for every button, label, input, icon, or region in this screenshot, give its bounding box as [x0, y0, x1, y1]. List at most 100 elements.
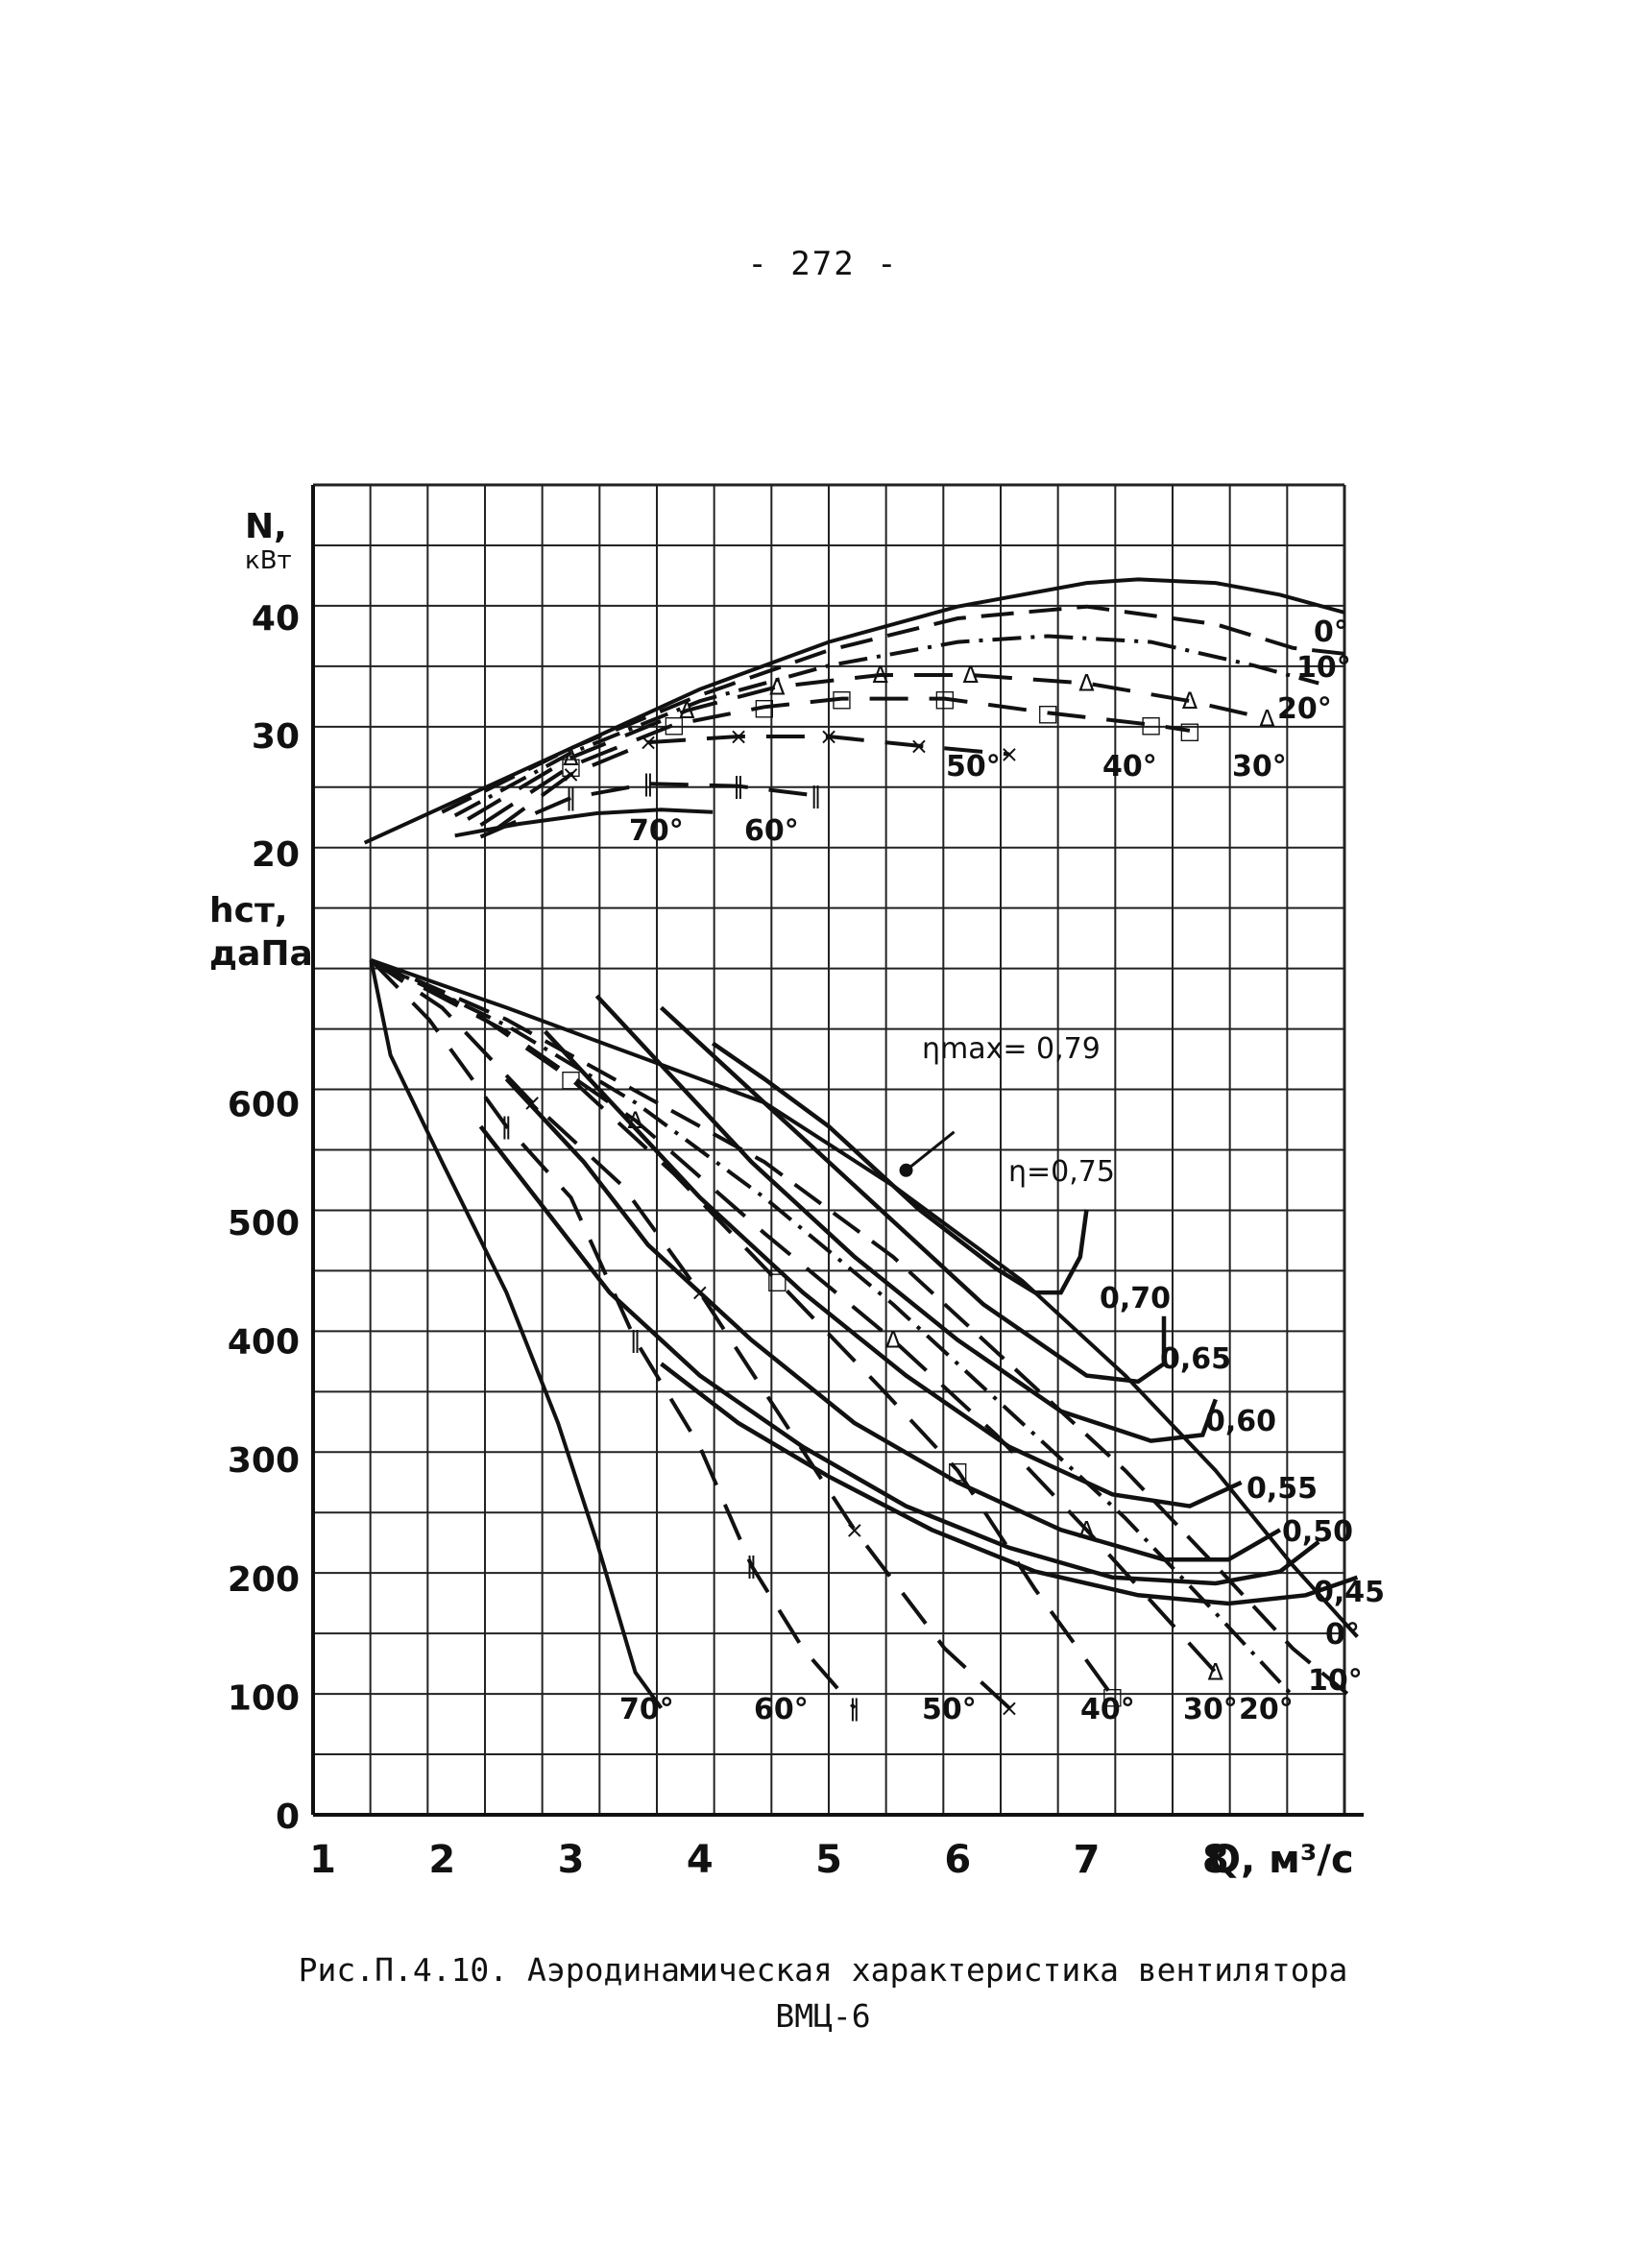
caption-line-1: Рис.П.4.10. Аэродинамическая характерист… — [298, 1951, 1348, 1989]
chart-curves — [363, 577, 1359, 1710]
power-curve-marker-60deg: ‖ — [566, 784, 577, 811]
power-curve-marker-30deg: Δ — [769, 673, 786, 700]
x-tick-label-7: 7 — [1074, 1838, 1101, 1882]
pressure-curve-marker-30deg: Δ — [627, 1107, 643, 1134]
pressure-tick-300: 300 — [228, 1441, 300, 1481]
power-curve-marker-30deg: Δ — [1259, 706, 1275, 733]
pressure-curve-marker-30deg: Δ — [885, 1327, 902, 1354]
power-curve-40deg — [479, 696, 1191, 827]
x-axis-label: Q, м³/с — [1208, 1838, 1354, 1882]
pressure-curve-marker-50deg: × — [1000, 1695, 1019, 1722]
pressure-angle-label-6: 10° — [1308, 1664, 1363, 1698]
power-tick-40: 40 — [252, 599, 300, 639]
pressure-angle-label-4: 30° — [1183, 1693, 1238, 1726]
pressure-curve-20deg — [370, 958, 1295, 1698]
power-angle-label-2: 50° — [946, 750, 1001, 784]
pressure-angle-label-3: 40° — [1080, 1693, 1135, 1726]
curve-labels: ηmax= 0,79 η=0,75 0,70 0,65 0,60 0,55 0,50 0,45… — [619, 615, 1385, 1726]
efficiency-contour-7 — [660, 1362, 1359, 1606]
pressure-curve-marker-50deg: × — [690, 1279, 710, 1306]
power-curve-marker-50deg: × — [909, 733, 929, 760]
pressure-curve-30deg — [370, 958, 1218, 1675]
pressure-curve-marker-30deg: Δ — [1208, 1659, 1224, 1686]
power-curve-marker-50deg: × — [819, 723, 838, 750]
efficiency-contour-4 — [543, 1029, 1243, 1508]
max-efficiency-leader — [905, 1130, 956, 1171]
pressure-curve-marker-60deg: ‖ — [745, 1552, 757, 1579]
pressure-tick-500: 500 — [228, 1204, 300, 1243]
power-angle-label-0: 70° — [629, 814, 684, 848]
pressure-tick-200: 200 — [228, 1560, 300, 1600]
power-curve-marker-60deg: ‖ — [733, 773, 744, 800]
efficiency-label-7: 0,45 — [1314, 1576, 1385, 1609]
pressure-curve-60deg — [369, 958, 857, 1710]
pressure-angle-label-0: 70° — [619, 1693, 674, 1726]
axis-labels: 1 2 3 4 5 6 7 8Q, м³/с N,кВт 40 30 20 hст, даПа 600 500… — [209, 507, 1354, 1882]
pressure-curve-marker-40deg: □ — [766, 1267, 788, 1294]
power-curve-marker-50deg: × — [561, 760, 580, 787]
pressure-tick-0: 0 — [276, 1798, 300, 1837]
x-tick-label-3: 3 — [558, 1838, 585, 1882]
power-angle-label-7: 0° — [1314, 615, 1348, 649]
pressure-curve-marker-60deg: ‖ — [500, 1113, 512, 1140]
power-curve-marker-40deg: □ — [754, 693, 776, 720]
pressure-curve-marker-40deg: □ — [1101, 1682, 1124, 1709]
x-tick-label-5: 5 — [815, 1838, 842, 1882]
efficiency-contour-3 — [594, 994, 1218, 1443]
x-tick-label-6: 6 — [944, 1838, 971, 1882]
pressure-curve-40deg — [370, 958, 1114, 1698]
power-axis-unit: кВт — [245, 546, 292, 575]
pressure-curve-10deg — [370, 958, 1359, 1704]
pressure-angle-label-5: 20° — [1239, 1693, 1294, 1726]
pressure-curve-0deg — [370, 958, 1359, 1638]
power-curve-marker-30deg: Δ — [679, 697, 695, 724]
pressure-curve-marker-40deg: □ — [947, 1458, 969, 1484]
power-curve-marker-40deg: □ — [560, 753, 582, 780]
power-curve-20deg — [453, 634, 1319, 818]
x-tick-label-4: 4 — [687, 1838, 714, 1882]
power-axis-symbol: N, — [245, 507, 287, 546]
pressure-axis-unit: даПа — [209, 934, 313, 974]
efficiency-contour-1 — [711, 1041, 1089, 1295]
efficiency-contour-5 — [504, 1077, 1282, 1562]
efficiency-label-4: 0,60 — [1205, 1405, 1276, 1438]
x-tick-label-2: 2 — [428, 1838, 455, 1882]
power-curve-60deg — [479, 782, 816, 839]
power-curve-marker-50deg: × — [1000, 740, 1019, 767]
x-tick-label-8: 8 — [1202, 1838, 1229, 1882]
pressure-curve-marker-40deg: □ — [560, 1066, 582, 1093]
pressure-tick-100: 100 — [228, 1678, 300, 1718]
pressure-angle-label-1: 60° — [754, 1693, 809, 1726]
power-tick-20: 20 — [252, 835, 300, 875]
pressure-curve-marker-50deg: × — [845, 1516, 864, 1543]
efficiency-label-0: ηmax= 0,79 — [922, 1032, 1101, 1066]
efficiency-contour-2 — [659, 1005, 1167, 1385]
power-angle-label-3: 40° — [1102, 750, 1157, 784]
power-curve-marker-30deg: Δ — [962, 662, 979, 688]
chart-markers: ΔΔΔ Δ Δ ΔΔΔ□□□ □ □□ □ □×× × × × ×‖‖ ‖ ‖ΔΔΔΔ□□□□××××‖‖… — [500, 662, 1275, 1722]
power-curve-marker-30deg: Δ — [1182, 688, 1198, 714]
pressure-tick-600: 600 — [228, 1085, 300, 1124]
pressure-axis-symbol: hст, — [209, 891, 288, 930]
pressure-angle-label-7: 0° — [1325, 1618, 1360, 1652]
power-angle-label-5: 20° — [1277, 692, 1332, 726]
pressure-curve-70deg — [369, 959, 664, 1709]
figure-caption: Рис.П.4.10. Аэродинамическая характерист… — [0, 1947, 1646, 2039]
page-number: - 272 - — [747, 245, 899, 283]
power-curve-marker-40deg: □ — [1179, 717, 1201, 744]
efficiency-label-1: η=0,75 — [1008, 1155, 1115, 1189]
power-curve-marker-30deg: Δ — [872, 662, 888, 688]
power-curve-70deg — [454, 808, 714, 838]
x-tick-label-1: 1 — [309, 1838, 336, 1882]
pressure-angle-label-2: 50° — [922, 1693, 977, 1726]
pressure-curve-marker-60deg: ‖ — [849, 1695, 860, 1722]
power-curve-marker-40deg: □ — [831, 686, 853, 712]
power-angle-label-1: 60° — [744, 814, 799, 848]
power-curve-marker-40deg: □ — [664, 712, 686, 738]
pressure-tick-400: 400 — [228, 1323, 300, 1363]
pressure-curve-marker-30deg: Δ — [1078, 1516, 1095, 1543]
power-curve-10deg — [441, 604, 1345, 814]
pressure-curve-marker-60deg: ‖ — [630, 1327, 641, 1354]
efficiency-label-5: 0,55 — [1247, 1472, 1318, 1506]
